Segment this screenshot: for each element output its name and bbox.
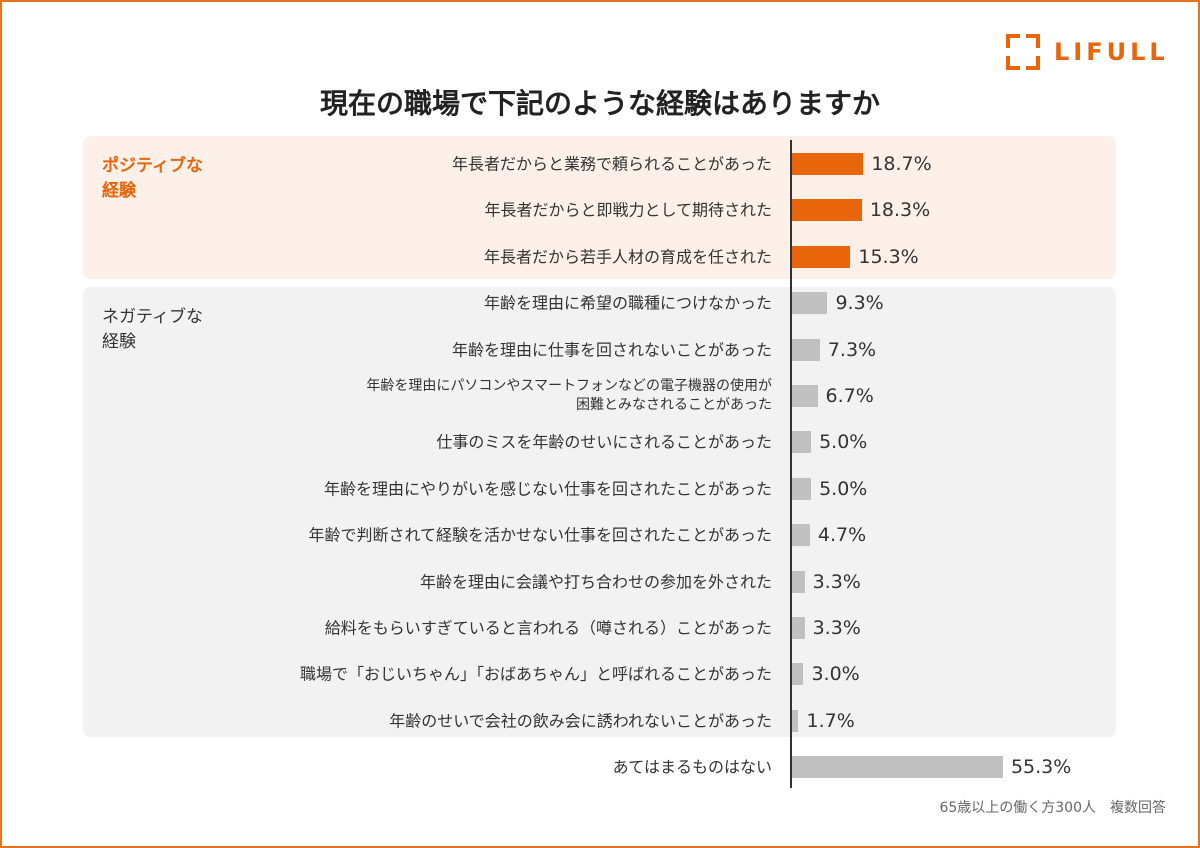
category-label: 年齢のせいで会社の飲み会に誘われないことがあった xyxy=(389,711,772,731)
bar xyxy=(792,477,812,500)
bar xyxy=(792,245,851,268)
positive-group-panel: ポジティブな 経験 xyxy=(83,136,1116,279)
category-label: 仕事のミスを年齢のせいにされることがあった xyxy=(436,432,772,452)
category-label: 年齢を理由に会議や打ち合わせの参加を外された xyxy=(419,572,772,592)
category-label: 年齢を理由に希望の職種につけなかった xyxy=(483,293,772,313)
bar xyxy=(792,756,1003,779)
logo-text: LIFULL xyxy=(1054,38,1169,66)
value-label: 3.0% xyxy=(811,663,860,686)
value-label: 7.3% xyxy=(827,338,877,361)
axis-line xyxy=(790,140,792,788)
bar xyxy=(792,663,804,686)
category-label: 年長者だからと業務で頼られることがあった xyxy=(451,154,772,174)
bar xyxy=(792,570,805,593)
positive-group-label: ポジティブな 経験 xyxy=(102,156,203,201)
value-label: 9.3% xyxy=(835,292,884,315)
bar xyxy=(792,524,810,547)
logo-bracket-icon xyxy=(1006,34,1040,70)
value-label: 5.0% xyxy=(819,431,868,454)
category-label: 給料をもらいすぎていると言われる（噂される）ことがあった xyxy=(324,618,772,638)
bar xyxy=(792,338,820,361)
category-label: 年齢で判断されて経験を活かせない仕事を回されたことがあった xyxy=(308,525,772,545)
value-label: 4.7% xyxy=(817,524,867,547)
bar xyxy=(792,617,805,639)
category-label: 年齢を理由にやりがいを感じない仕事を回されたことがあった xyxy=(323,479,772,499)
category-label: 職場で「おじいちゃん」「おばあちゃん」と呼ばれることがあった xyxy=(299,664,772,684)
category-label: 年齢を理由にパソコンやスマートフォンなどの電子機器の使用が 困難とみなされることが… xyxy=(366,378,772,413)
chart-title: 現在の職場で下記のような経験はありますか xyxy=(319,87,880,120)
footnote: 65歳以上の働く方300人 複数回答 xyxy=(939,800,1166,816)
negative-group-label: ネガティブな 経験 xyxy=(102,307,203,352)
bar xyxy=(792,431,812,454)
value-label: 18.7% xyxy=(871,153,932,175)
bar xyxy=(792,199,862,222)
bar xyxy=(792,709,799,732)
bar xyxy=(792,292,828,315)
bar xyxy=(792,385,818,407)
category-label: 年長者だからと即戦力として期待された xyxy=(484,200,772,220)
value-label: 3.3% xyxy=(812,617,861,639)
value-label: 1.7% xyxy=(806,709,855,732)
value-label: 3.3% xyxy=(812,570,861,593)
bar xyxy=(792,153,864,175)
negative-group-panel: ネガティブな 経験 xyxy=(83,287,1116,737)
lifull-logo: LIFULL xyxy=(1006,32,1169,72)
value-label: 55.3% xyxy=(1010,756,1072,779)
category-label: 年長者だから若手人材の育成を任された xyxy=(483,247,772,267)
value-label: 15.3% xyxy=(858,245,919,268)
value-label: 6.7% xyxy=(825,385,874,407)
value-label: 5.0% xyxy=(819,477,868,500)
value-label: 18.3% xyxy=(869,199,931,222)
category-label: 年齢を理由に仕事を回されないことがあった xyxy=(451,340,772,360)
category-label: あてはまるものはない xyxy=(612,757,772,777)
